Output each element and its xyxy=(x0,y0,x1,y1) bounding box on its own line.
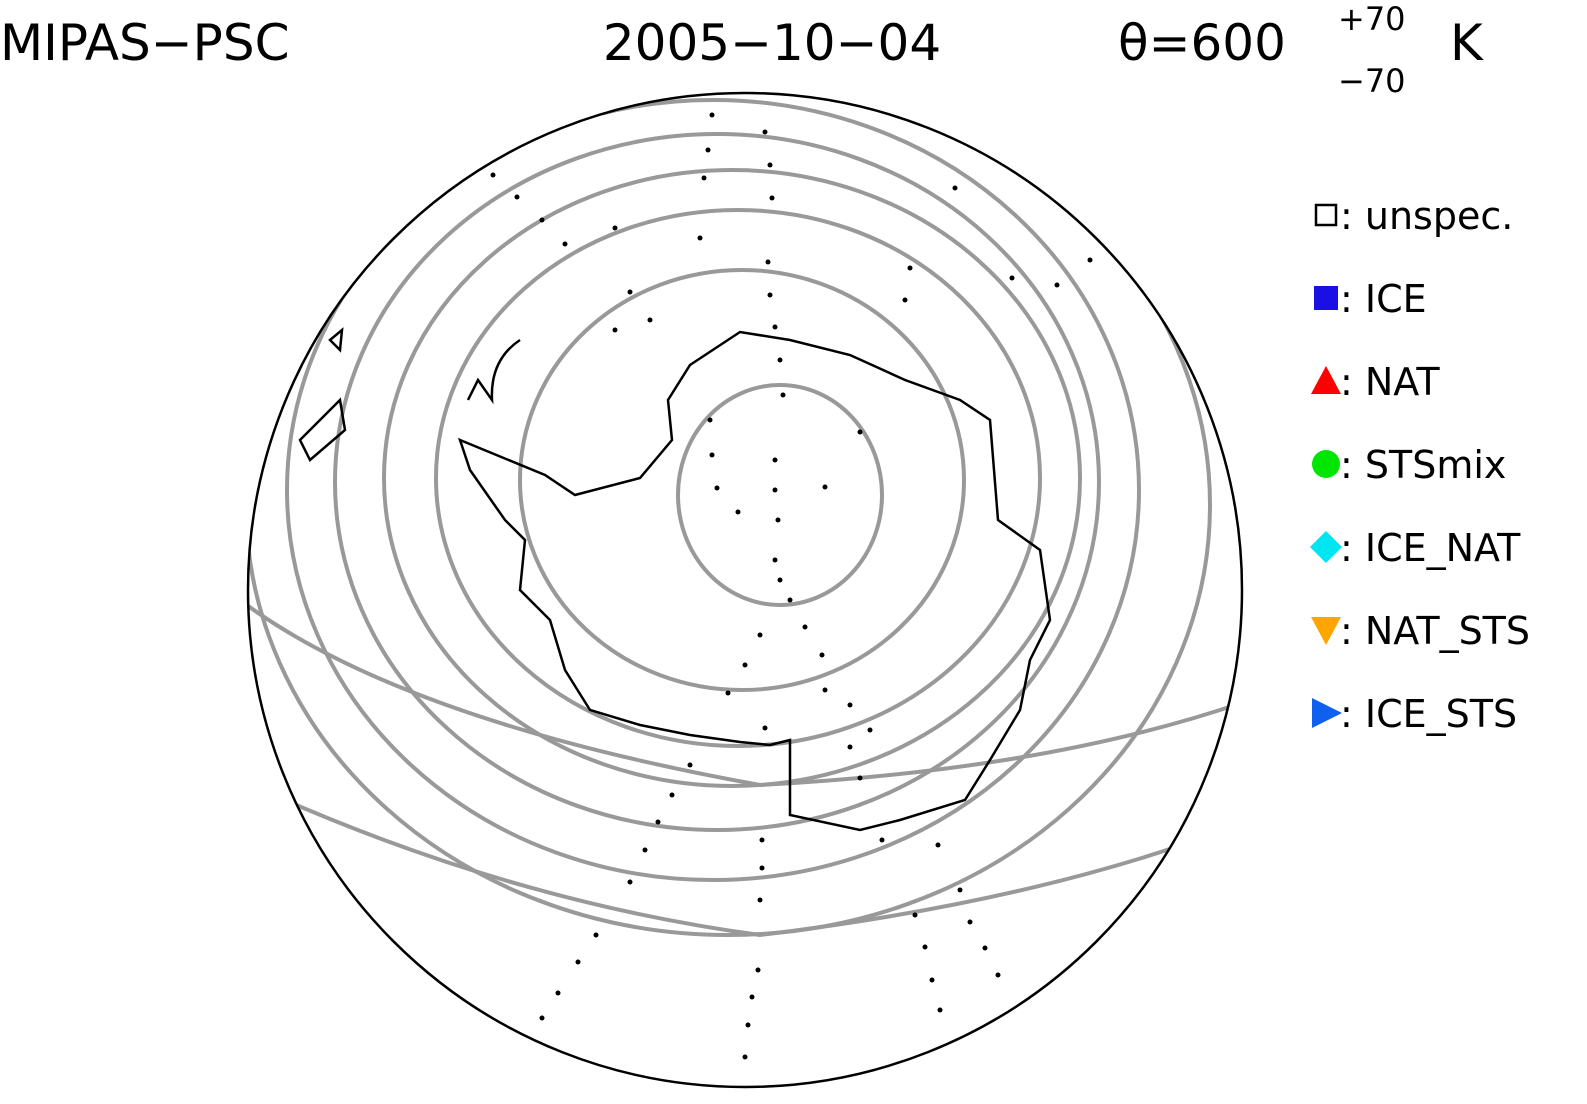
legend-symbol xyxy=(1311,366,1341,394)
theta-lower: −70 xyxy=(1338,62,1406,100)
legend-symbol xyxy=(1314,203,1338,227)
legend-symbol xyxy=(1312,698,1342,728)
contours xyxy=(248,93,1242,938)
legend-label: : ICE_NAT xyxy=(1340,526,1521,570)
contour xyxy=(248,93,1212,937)
contour xyxy=(518,268,966,692)
legend-symbol xyxy=(1312,450,1340,478)
legend-label: : ICE xyxy=(1340,277,1427,321)
title: MIPAS−PSC xyxy=(0,14,289,72)
contour xyxy=(382,168,1082,788)
theta-upper: +70 xyxy=(1338,0,1406,38)
contour xyxy=(248,598,1242,788)
map-boundary xyxy=(246,91,1244,1089)
contour xyxy=(434,208,1042,748)
legend-symbol xyxy=(1310,531,1342,563)
legend-label: : NAT_STS xyxy=(1340,609,1530,653)
contour xyxy=(285,98,1141,882)
legend-label: : NAT xyxy=(1340,360,1440,404)
date: 2005−10−04 xyxy=(603,14,941,72)
theta: θ=600 xyxy=(1118,14,1286,72)
contour xyxy=(333,132,1101,832)
theta-unit: K xyxy=(1450,14,1484,72)
observations xyxy=(490,112,1093,1060)
legend-label: : ICE_STS xyxy=(1340,692,1517,736)
legend-label: : unspec. xyxy=(1340,194,1513,238)
contour xyxy=(248,778,1242,938)
contour xyxy=(676,383,884,607)
legend: : unspec. : ICE : NAT : STSmix : ICE_NAT : NA… xyxy=(1310,194,1530,736)
legend-label: : STSmix xyxy=(1340,443,1506,487)
legend-symbol xyxy=(1314,286,1338,310)
legend-symbol xyxy=(1311,617,1341,645)
coastline xyxy=(298,327,1052,832)
